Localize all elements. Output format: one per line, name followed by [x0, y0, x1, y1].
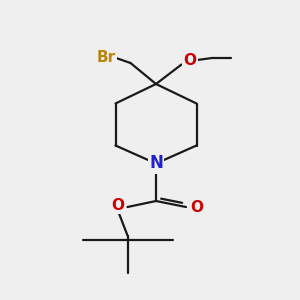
Text: O: O — [111, 198, 124, 213]
Text: O: O — [183, 53, 196, 68]
Text: N: N — [149, 154, 163, 172]
Text: Br: Br — [96, 50, 116, 65]
Text: O: O — [190, 200, 203, 214]
